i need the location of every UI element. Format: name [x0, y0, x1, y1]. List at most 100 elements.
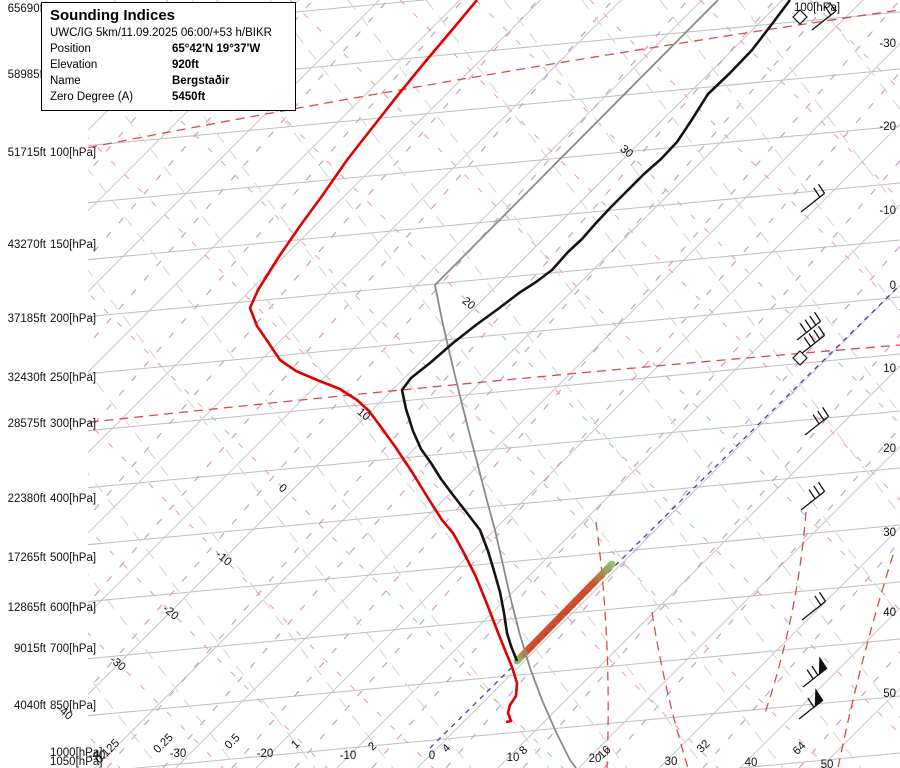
gridline-isotherm — [175, 42, 900, 768]
gridline-isotherm — [88, 0, 219, 131]
bottom-isotherm-label: 10 — [507, 752, 520, 764]
gridline-horizontal — [88, 68, 900, 147]
mixing-ratio-label: 64 — [791, 740, 809, 758]
info-row-name: Name Bergstaðir — [50, 73, 287, 89]
gridline-dry-adiabat — [88, 27, 829, 768]
info-row-zero-degree: Zero Degree (A) 5450ft — [50, 89, 287, 105]
bottom-isotherm-label: 0 — [429, 750, 435, 762]
pressure-label: 200[hPa] — [50, 313, 96, 325]
wind-barb-icon — [802, 656, 828, 688]
altitude-label: 12865ft — [8, 602, 47, 614]
gridline-isotherm — [94, 0, 864, 768]
right-isotherm-label: -20 — [879, 121, 896, 133]
gridline-dry-adiabat — [88, 292, 564, 768]
gridline-isotherm — [88, 0, 300, 212]
gridline-horizontal — [88, 182, 900, 261]
wind-barb-icon — [800, 481, 826, 511]
wind-barb-icon — [800, 325, 826, 355]
pressure-label: 150[hPa] — [50, 239, 96, 251]
gridline-moist-adiabat — [659, 0, 900, 313]
gridline-mixing-ratio — [88, 0, 539, 519]
gridline-mixing-ratio — [603, 426, 900, 768]
gridline-moist-adiabat — [88, 168, 550, 768]
gridline-mixing-ratio — [88, 0, 389, 346]
altitude-label: 32430ft — [8, 372, 47, 384]
panel-title: Sounding Indices — [50, 7, 176, 24]
gridline-moist-adiabat — [269, 0, 862, 768]
info-label: Name — [50, 75, 81, 87]
info-label: Elevation — [50, 59, 98, 71]
gridline-moist-adiabat — [88, 573, 238, 768]
gridline-isotherm — [820, 687, 900, 768]
mixing-ratio-label: 4 — [440, 742, 453, 755]
parcel-trace — [434, 0, 719, 768]
altitude-label: 22380ft — [8, 493, 47, 505]
gridline-dry-adiabat — [88, 137, 719, 768]
adiabat-label: 20 — [460, 295, 478, 312]
altitude-label: 28575ft — [8, 418, 47, 430]
gridline-moist-adiabat — [88, 472, 316, 768]
altitude-label: 58985ft — [8, 69, 47, 81]
gridline-horizontal — [88, 524, 900, 603]
wind-barb-icon — [811, 1, 837, 31]
right-isotherm-label: 40 — [883, 607, 896, 619]
right-isotherm-label: 30 — [883, 527, 896, 539]
gridline-moist-adiabat — [113, 0, 706, 768]
info-value: Bergstaðir — [172, 75, 230, 87]
dewpoint-trace — [400, 0, 792, 662]
right-isotherm-label: 0 — [890, 280, 896, 292]
pressure-label: 100[hPa] — [50, 147, 96, 159]
altitude-label: 37185ft — [8, 313, 47, 325]
gridline-horizontal — [88, 296, 900, 375]
gridline-horizontal — [88, 125, 900, 204]
gridline-isotherm — [255, 123, 900, 768]
gridline-mixing-ratio — [106, 0, 776, 768]
diamond-marker-icon — [792, 350, 808, 366]
reference-dashed-line — [763, 511, 807, 717]
gridline-moist-adiabat — [425, 0, 900, 618]
gridline-horizontal — [88, 353, 900, 432]
adiabat-label: 0 — [276, 482, 289, 495]
mixing-ratio-label: 2 — [366, 740, 379, 753]
pressure-label: 1050[hPa] — [50, 756, 102, 768]
gridline-isotherm — [88, 0, 784, 696]
altitude-label: 51715ft — [8, 147, 47, 159]
adiabat-label: 30 — [618, 143, 636, 160]
gridline-mixing-ratio — [88, 0, 89, 1]
adiabat-label: 10 — [355, 406, 373, 423]
wind-barb-icon — [804, 406, 830, 436]
info-value: 920ft — [172, 59, 199, 71]
wind-barb-icon — [801, 591, 827, 621]
gridline-isotherm — [497, 365, 900, 768]
gridline-horizontal — [88, 410, 900, 489]
altitude-label: 9015ft — [14, 643, 47, 655]
gridline-isotherm — [739, 607, 900, 768]
gridline-moist-adiabat — [737, 0, 900, 212]
gridline-mixing-ratio — [88, 0, 614, 605]
gridline-mixing-ratio — [231, 0, 900, 768]
bottom-isotherm-label: 40 — [745, 757, 758, 768]
wind-barb-icon — [800, 183, 826, 213]
gridline-mixing-ratio — [702, 540, 900, 768]
pressure-label: 700[hPa] — [50, 643, 96, 655]
pressure-label: 400[hPa] — [50, 493, 96, 505]
bottom-isotherm-label: 50 — [821, 759, 834, 768]
gridline-mixing-ratio — [522, 333, 900, 768]
pressure-label: 1000[hPa] — [50, 747, 102, 759]
altitude-label: 17265ft — [8, 552, 47, 564]
gridline-mixing-ratio — [162, 0, 832, 768]
pressure-label: 500[hPa] — [50, 552, 96, 564]
gridline-dry-adiabat — [475, 0, 900, 425]
sounding-indices-panel: Sounding Indices UWC/IG 5km/11.09.2025 0… — [41, 2, 296, 111]
bottom-isotherm-label: 30 — [665, 756, 678, 768]
bottom-isotherm-label: 20 — [589, 753, 602, 765]
gridline-moist-adiabat — [581, 0, 900, 415]
gridline-isotherm — [578, 445, 900, 768]
wind-barb-icon — [798, 688, 824, 720]
